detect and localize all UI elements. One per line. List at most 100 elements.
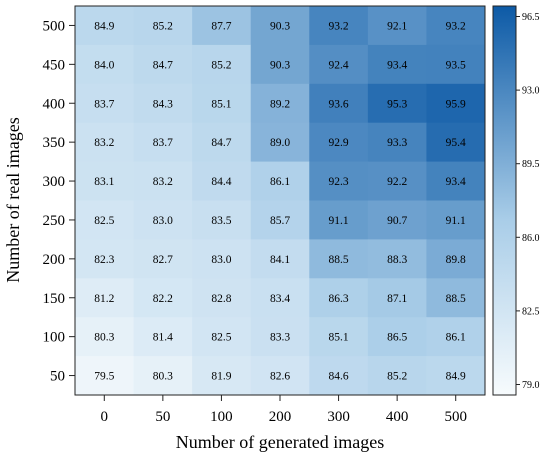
heatmap-cell [367, 356, 427, 396]
cell-value-label: 83.1 [94, 176, 114, 188]
heatmap-cell [250, 356, 310, 396]
cell-value-label: 84.0 [94, 59, 114, 71]
heatmap-cell [75, 6, 135, 46]
cell-value-label: 80.3 [94, 332, 114, 344]
cell-value-label: 85.7 [270, 215, 290, 227]
cell-value-label: 91.1 [329, 215, 349, 227]
cell-value-label: 85.2 [387, 371, 407, 383]
heatmap-cell [426, 317, 486, 357]
x-tick-label: 50 [155, 409, 170, 425]
cell-value-label: 95.9 [446, 98, 466, 110]
cell-value-label: 85.1 [211, 98, 231, 110]
heatmap-cell [309, 356, 369, 396]
heatmap-cell [133, 239, 193, 279]
cell-value-label: 88.5 [329, 254, 349, 266]
cell-value-label: 84.6 [329, 371, 349, 383]
heatmap-cell [250, 83, 310, 124]
cell-value-label: 83.2 [153, 176, 173, 188]
heatmap-cell [192, 239, 252, 279]
cell-value-label: 89.2 [270, 98, 290, 110]
heatmap-cell [309, 44, 369, 85]
heatmap-cell [250, 200, 310, 240]
cell-value-label: 87.7 [211, 20, 231, 32]
cell-value-label: 84.7 [153, 59, 173, 71]
heatmap-cell [367, 278, 427, 318]
heatmap-cell [426, 44, 486, 85]
heatmap-cell [426, 200, 486, 240]
heatmap-cell [133, 122, 193, 163]
cell-value-label: 92.2 [387, 176, 407, 188]
y-axis-ticks: 500 450 400 350 300 250 200 150 100 50 [43, 18, 75, 385]
cell-value-label: 82.5 [94, 215, 114, 227]
cell-value-label: 82.5 [211, 332, 231, 344]
x-tick-label: 200 [269, 409, 292, 425]
heatmap-cell [367, 122, 427, 163]
cell-value-label: 83.3 [270, 332, 290, 344]
cell-value-label: 83.7 [153, 137, 173, 149]
cell-value-label: 83.2 [94, 137, 114, 149]
heatmap-cell [133, 6, 193, 46]
cell-value-label: 84.3 [153, 98, 173, 110]
heatmap-cell [309, 317, 369, 357]
cell-value-label: 84.1 [270, 254, 290, 266]
heatmap-cell [367, 317, 427, 357]
cell-value-label: 90.3 [270, 20, 290, 32]
y-tick-label: 400 [43, 96, 66, 112]
heatmap-cell [426, 161, 486, 201]
heatmap-cell [192, 44, 252, 85]
cell-value-label: 86.3 [329, 293, 349, 305]
heatmap-cell [192, 6, 252, 46]
cell-value-label: 83.0 [153, 215, 173, 227]
heatmap-cell [426, 6, 486, 46]
cell-value-label: 84.7 [211, 137, 231, 149]
cell-value-label: 90.7 [387, 215, 407, 227]
heatmap-cell [75, 44, 135, 85]
heatmap-cell [192, 317, 252, 357]
heatmap-cell [133, 317, 193, 357]
heatmap-cell [367, 44, 427, 85]
cell-value-label: 93.5 [446, 59, 466, 71]
y-tick-label: 450 [43, 57, 66, 73]
heatmap-cell [75, 356, 135, 396]
cell-value-label: 82.8 [211, 293, 231, 305]
cell-value-label: 80.3 [153, 371, 173, 383]
heatmap-cell [250, 317, 310, 357]
cell-value-label: 79.5 [94, 371, 114, 383]
y-tick-label: 100 [43, 330, 66, 346]
heatmap-cell [309, 122, 369, 163]
cell-value-label: 89.0 [270, 137, 290, 149]
cell-value-label: 83.7 [94, 98, 114, 110]
heatmap-cell [75, 200, 135, 240]
heatmap-cell [75, 83, 135, 124]
cell-value-label: 87.1 [387, 293, 407, 305]
heatmap-cell [367, 161, 427, 201]
heatmap-cell [75, 122, 135, 163]
heatmap-cell [250, 239, 310, 279]
x-tick-label: 0 [101, 409, 109, 425]
cell-value-label: 83.4 [270, 293, 290, 305]
heatmap-cell [192, 200, 252, 240]
colorbar-tick-label: 86.0 [522, 233, 540, 244]
heatmap-cell [250, 6, 310, 46]
x-axis-ticks: 0 50 100 200 300 400 500 [101, 395, 467, 425]
cell-value-label: 93.3 [387, 137, 407, 149]
cell-value-label: 81.9 [211, 371, 231, 383]
cell-value-label: 95.3 [387, 98, 407, 110]
cell-value-label: 93.4 [446, 176, 466, 188]
cell-value-label: 92.4 [329, 59, 349, 71]
cell-value-label: 89.8 [446, 254, 466, 266]
heatmap-cell [309, 83, 369, 124]
heatmap-cell [426, 356, 486, 396]
cell-value-label: 93.4 [387, 59, 407, 71]
heatmap-cell [367, 6, 427, 46]
heatmap-cell [426, 83, 486, 124]
heatmap-cell [426, 239, 486, 279]
heatmap-cell [133, 278, 193, 318]
y-tick-label: 200 [43, 252, 66, 268]
x-tick-label: 100 [210, 409, 233, 425]
cell-value-label: 88.5 [446, 293, 466, 305]
colorbar-ticks: 96.5 93.0 89.5 86.0 82.5 79.0 [516, 12, 540, 391]
cell-value-label: 81.2 [94, 293, 114, 305]
cell-value-label: 85.2 [211, 59, 231, 71]
heatmap-cell [192, 122, 252, 163]
